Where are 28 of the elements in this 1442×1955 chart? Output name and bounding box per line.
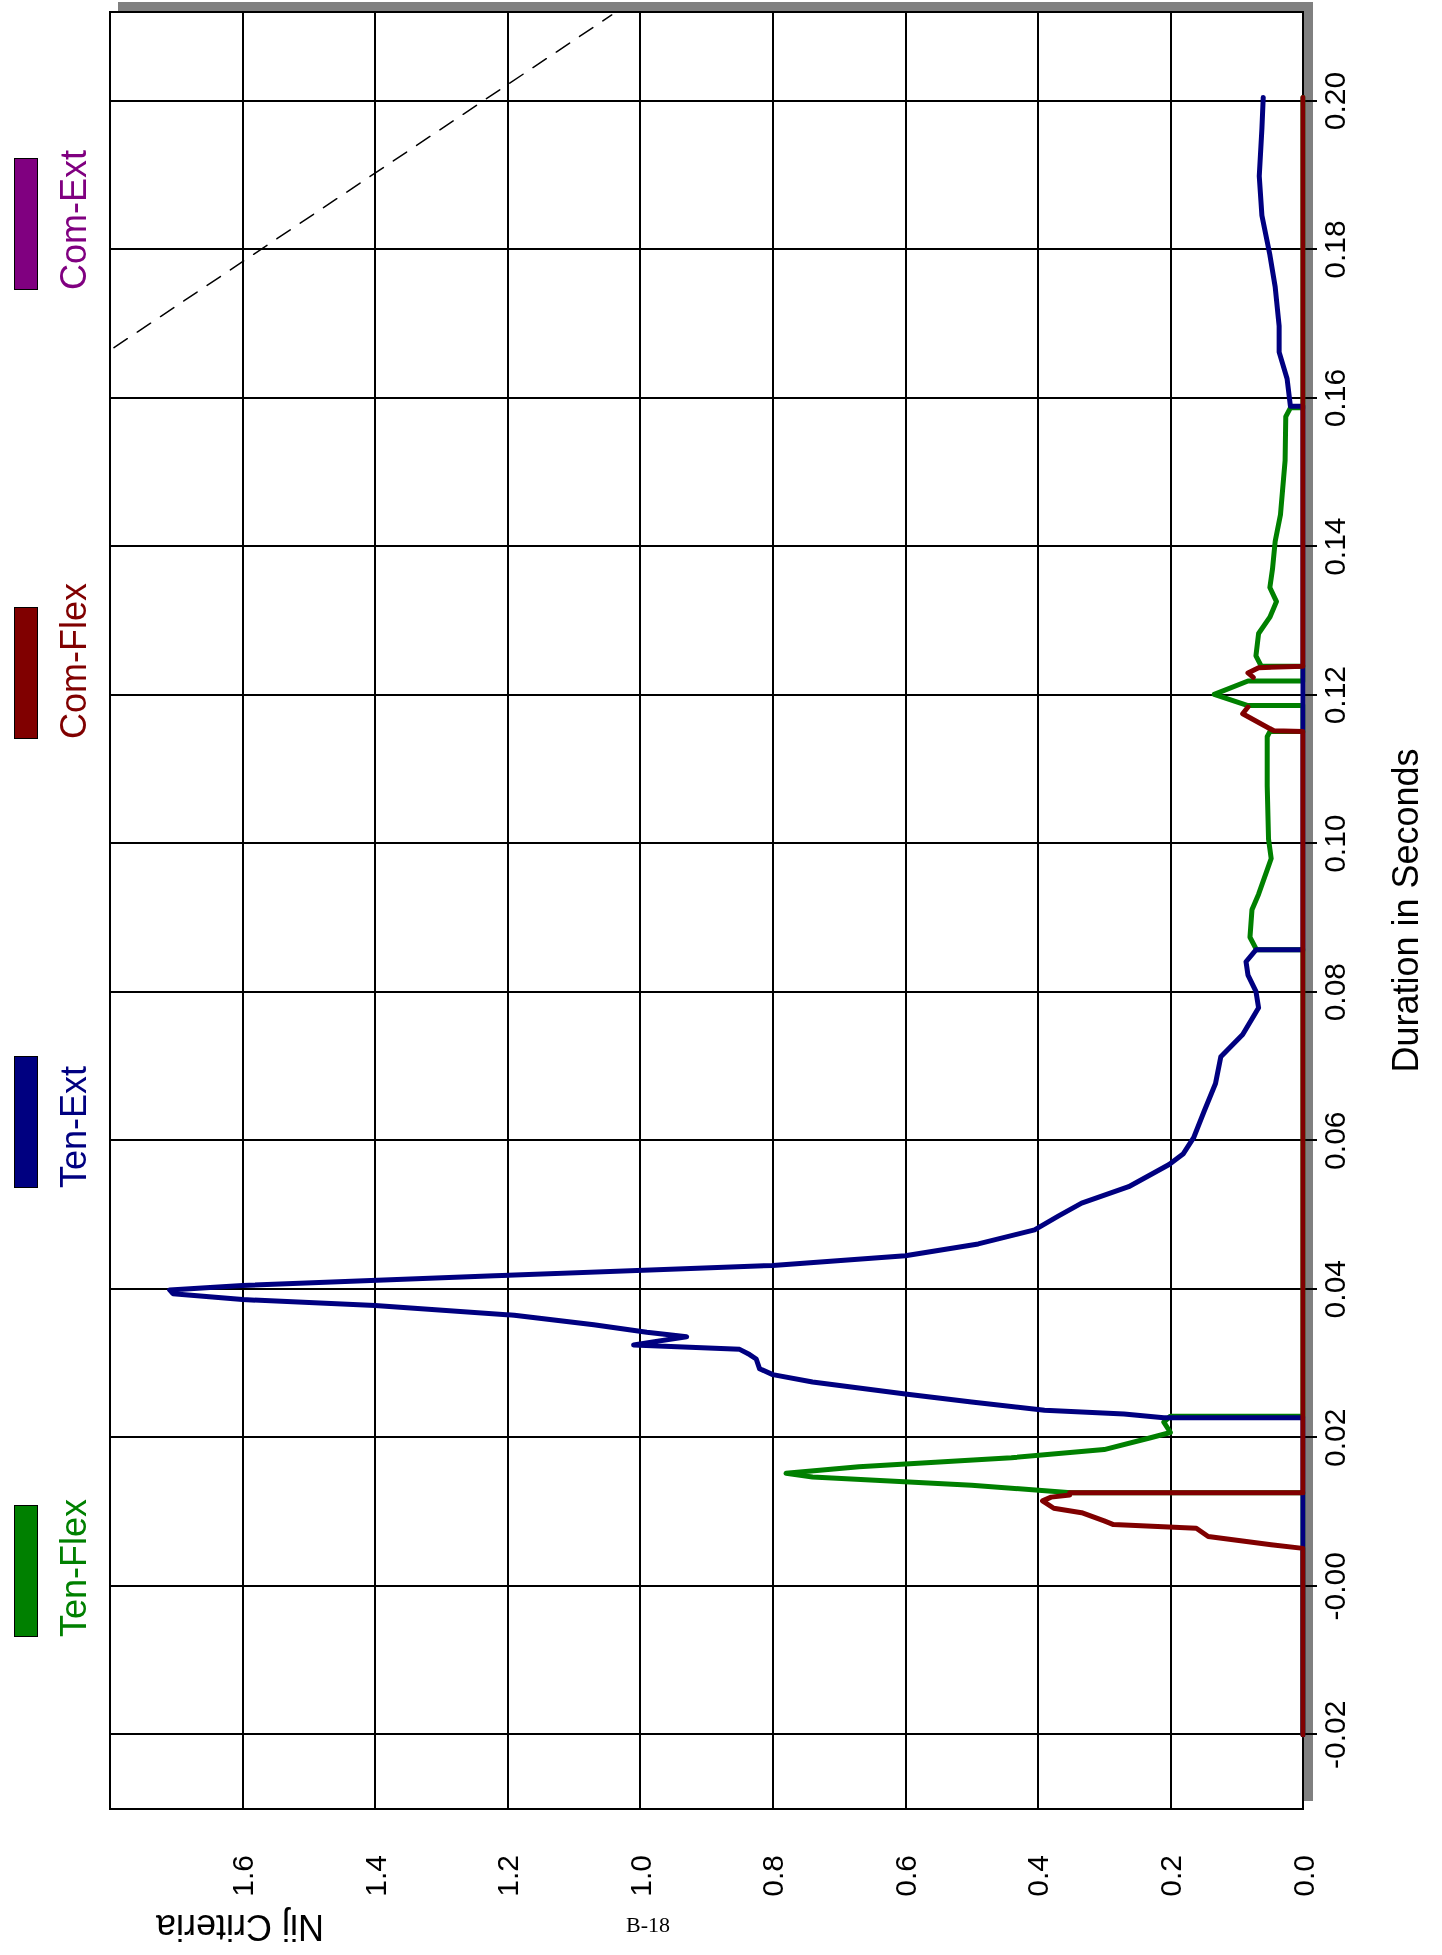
y-tick-label: 0.16 [1317, 368, 1351, 428]
text: Com-Flex [53, 582, 94, 739]
text: Ten-Flex [53, 1498, 94, 1637]
y-tick-label: -0.02 [1317, 1700, 1351, 1769]
y-tick-label: 0.06 [1317, 1111, 1351, 1170]
text: Ten-Ext [53, 1065, 94, 1188]
x-tick-label: 0.0 [1286, 1855, 1320, 1897]
y-tick-label: 0.02 [1317, 1408, 1351, 1467]
y-tick-label: 0.10 [1317, 814, 1351, 873]
y-tick-label: 0.12 [1317, 665, 1351, 725]
x-tick-label: 1.2 [491, 1855, 525, 1897]
x-tick-label: 0.2 [1153, 1855, 1187, 1897]
y-tick-label: 0.20 [1317, 71, 1351, 131]
x-tick-label: 0.6 [888, 1855, 922, 1897]
y-tick-label: 0.18 [1317, 220, 1351, 279]
y-tick-label: 0.04 [1317, 1260, 1351, 1319]
y-axis-title: Duration in Seconds [1384, 748, 1426, 1073]
x-tick-label: 1.6 [226, 1855, 260, 1897]
y-tick-label: 0.14 [1317, 517, 1351, 576]
text: B-18 [626, 1912, 670, 1938]
y-tick-label: 0.08 [1317, 962, 1351, 1022]
x-tick-label: 1.0 [623, 1855, 657, 1897]
x-tick-label: 0.4 [1021, 1855, 1055, 1897]
x-axis-title: Nij Criteria [155, 1906, 324, 1948]
x-tick-label: 0.8 [756, 1855, 790, 1897]
x-tick-label: 1.4 [358, 1855, 392, 1897]
legend-label: Com-Ext [53, 149, 94, 290]
y-tick-label: -0.00 [1317, 1552, 1351, 1621]
